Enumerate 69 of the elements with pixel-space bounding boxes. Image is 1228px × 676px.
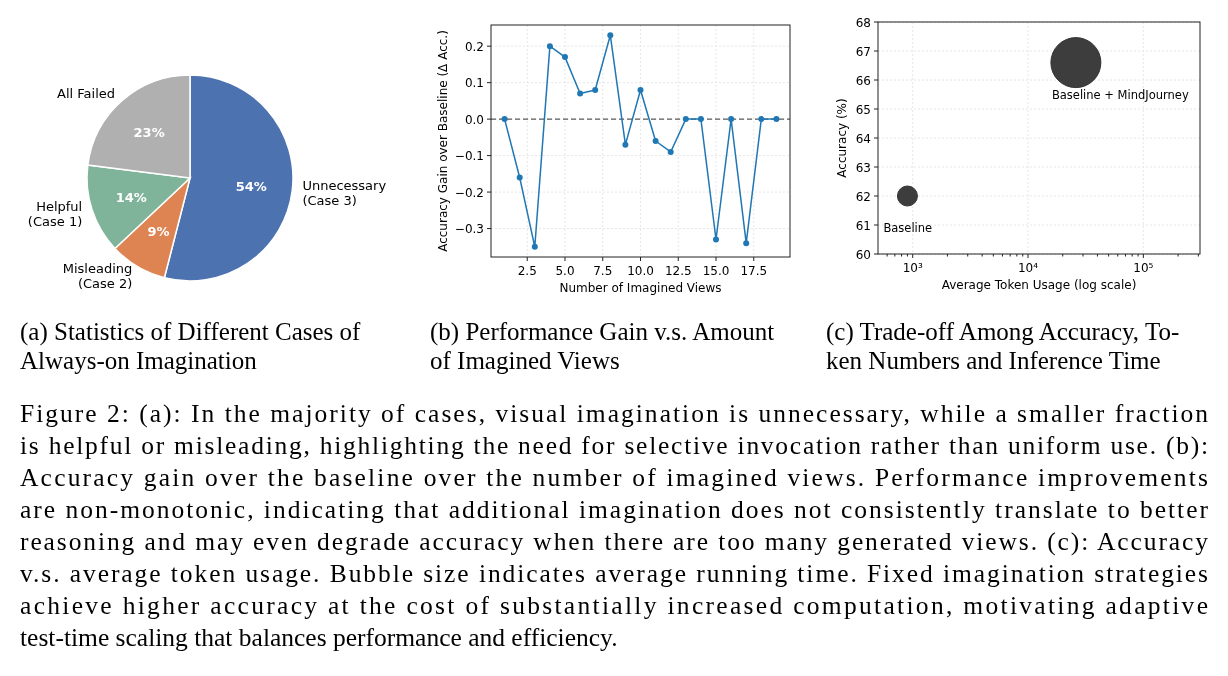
x-tick-label: 10⁴ [1017,261,1039,275]
text: (b) Performance Gain v.s. Amount of Imagined Views [430,318,775,374]
x-tick-label: 5.0 [555,264,575,278]
slice-label: Helpful (Case 1) [27,198,83,229]
y-tick-label: −0.3 [454,222,484,237]
point [577,90,584,97]
y-tick-label: 61 [855,218,871,233]
x-tick-label: 15.0 [702,264,730,278]
x-tick-label: 7.5 [593,264,613,278]
point [516,174,523,181]
data-label: 9% [147,224,170,240]
text: Accuracy gain over the baseline over the number of imagined views. Performance improvements [20,463,1208,492]
data-label: 14% [115,190,147,206]
point [697,116,704,123]
text: (c) Trade-off Among Accuracy, To- ken Numbers and Inference Time [826,318,1180,374]
point [531,243,538,250]
point [743,240,750,247]
y-tick-label: 62 [855,189,871,204]
point [758,116,765,123]
y-axis-title: Accuracy (%) [835,98,849,178]
text: v.s. average token usage. Bubble size indicates average running time. Fixed imagination strategies [20,559,1208,588]
y-tick-label: 0.0 [464,112,484,127]
point [607,32,614,39]
y-tick-label: −0.1 [454,149,484,164]
point [713,236,720,243]
point [592,86,599,93]
y-tick-label: 0.1 [464,76,484,91]
y-axis-title: Accuracy Gain over Baseline (Δ Acc.) [436,30,450,252]
data-label: 23% [133,124,165,140]
y-tick-label: 68 [855,15,871,30]
x-axis-title: Number of Imagined Views [559,281,722,295]
point [622,141,629,148]
point [637,86,644,93]
y-tick-label: 60 [855,247,871,262]
point [773,116,780,123]
x-tick-label: 17.5 [740,264,768,278]
y-tick-label: 64 [855,131,871,146]
text: are non-monotonic, indicating that additional imagination does not consistently translate to better [20,495,1209,524]
slice-label: Unnecessary (Case 3) [302,177,387,208]
point [667,148,674,155]
x-tick-label: 10.0 [627,264,654,278]
x-tick-label: 12.5 [664,264,692,278]
x-tick-label: 10³ [902,261,923,275]
point [562,54,568,61]
point [728,116,735,123]
text: (a) Statistics of Different Cases of Always-on Imagination [20,318,362,374]
data-label: 54% [235,178,267,194]
point [652,138,659,144]
annotation: Baseline [883,221,933,235]
text: test-time scaling that balances performance and efficiency. [20,623,618,652]
point [682,116,689,123]
slice-label: Misleading (Case 2) [62,261,133,292]
y-tick-label: 67 [855,44,871,59]
text: reasoning and may even degrade accuracy when there are too many generated views. (c): Accuracy [20,527,1209,556]
point [546,43,553,50]
y-tick-label: 63 [855,160,871,175]
text: achieve higher accuracy at the cost of substantially increased computation, motivating adaptive [20,591,1208,620]
y-tick-label: 65 [855,102,871,117]
y-tick-label: 66 [855,73,871,88]
annotation: Baseline + MindJourney [1051,87,1189,102]
y-tick-label: −0.2 [454,185,484,200]
x-axis-title: Average Token Usage (log scale) [941,278,1137,292]
point [501,116,508,123]
x-tick-label: 2.5 [517,264,537,278]
y-tick-label: 0.2 [464,39,484,54]
x-tick-label: 10⁵ [1133,261,1154,275]
caption: Figure 2: (a): In the majority of cases, visual imagination is unnecessary, while a smaller fraction [20,399,1209,428]
slice-label: All Failed [57,86,116,102]
text: is helpful or misleading, highlighting the need for selective invocation rather than uniform use. (b): [20,431,1208,460]
